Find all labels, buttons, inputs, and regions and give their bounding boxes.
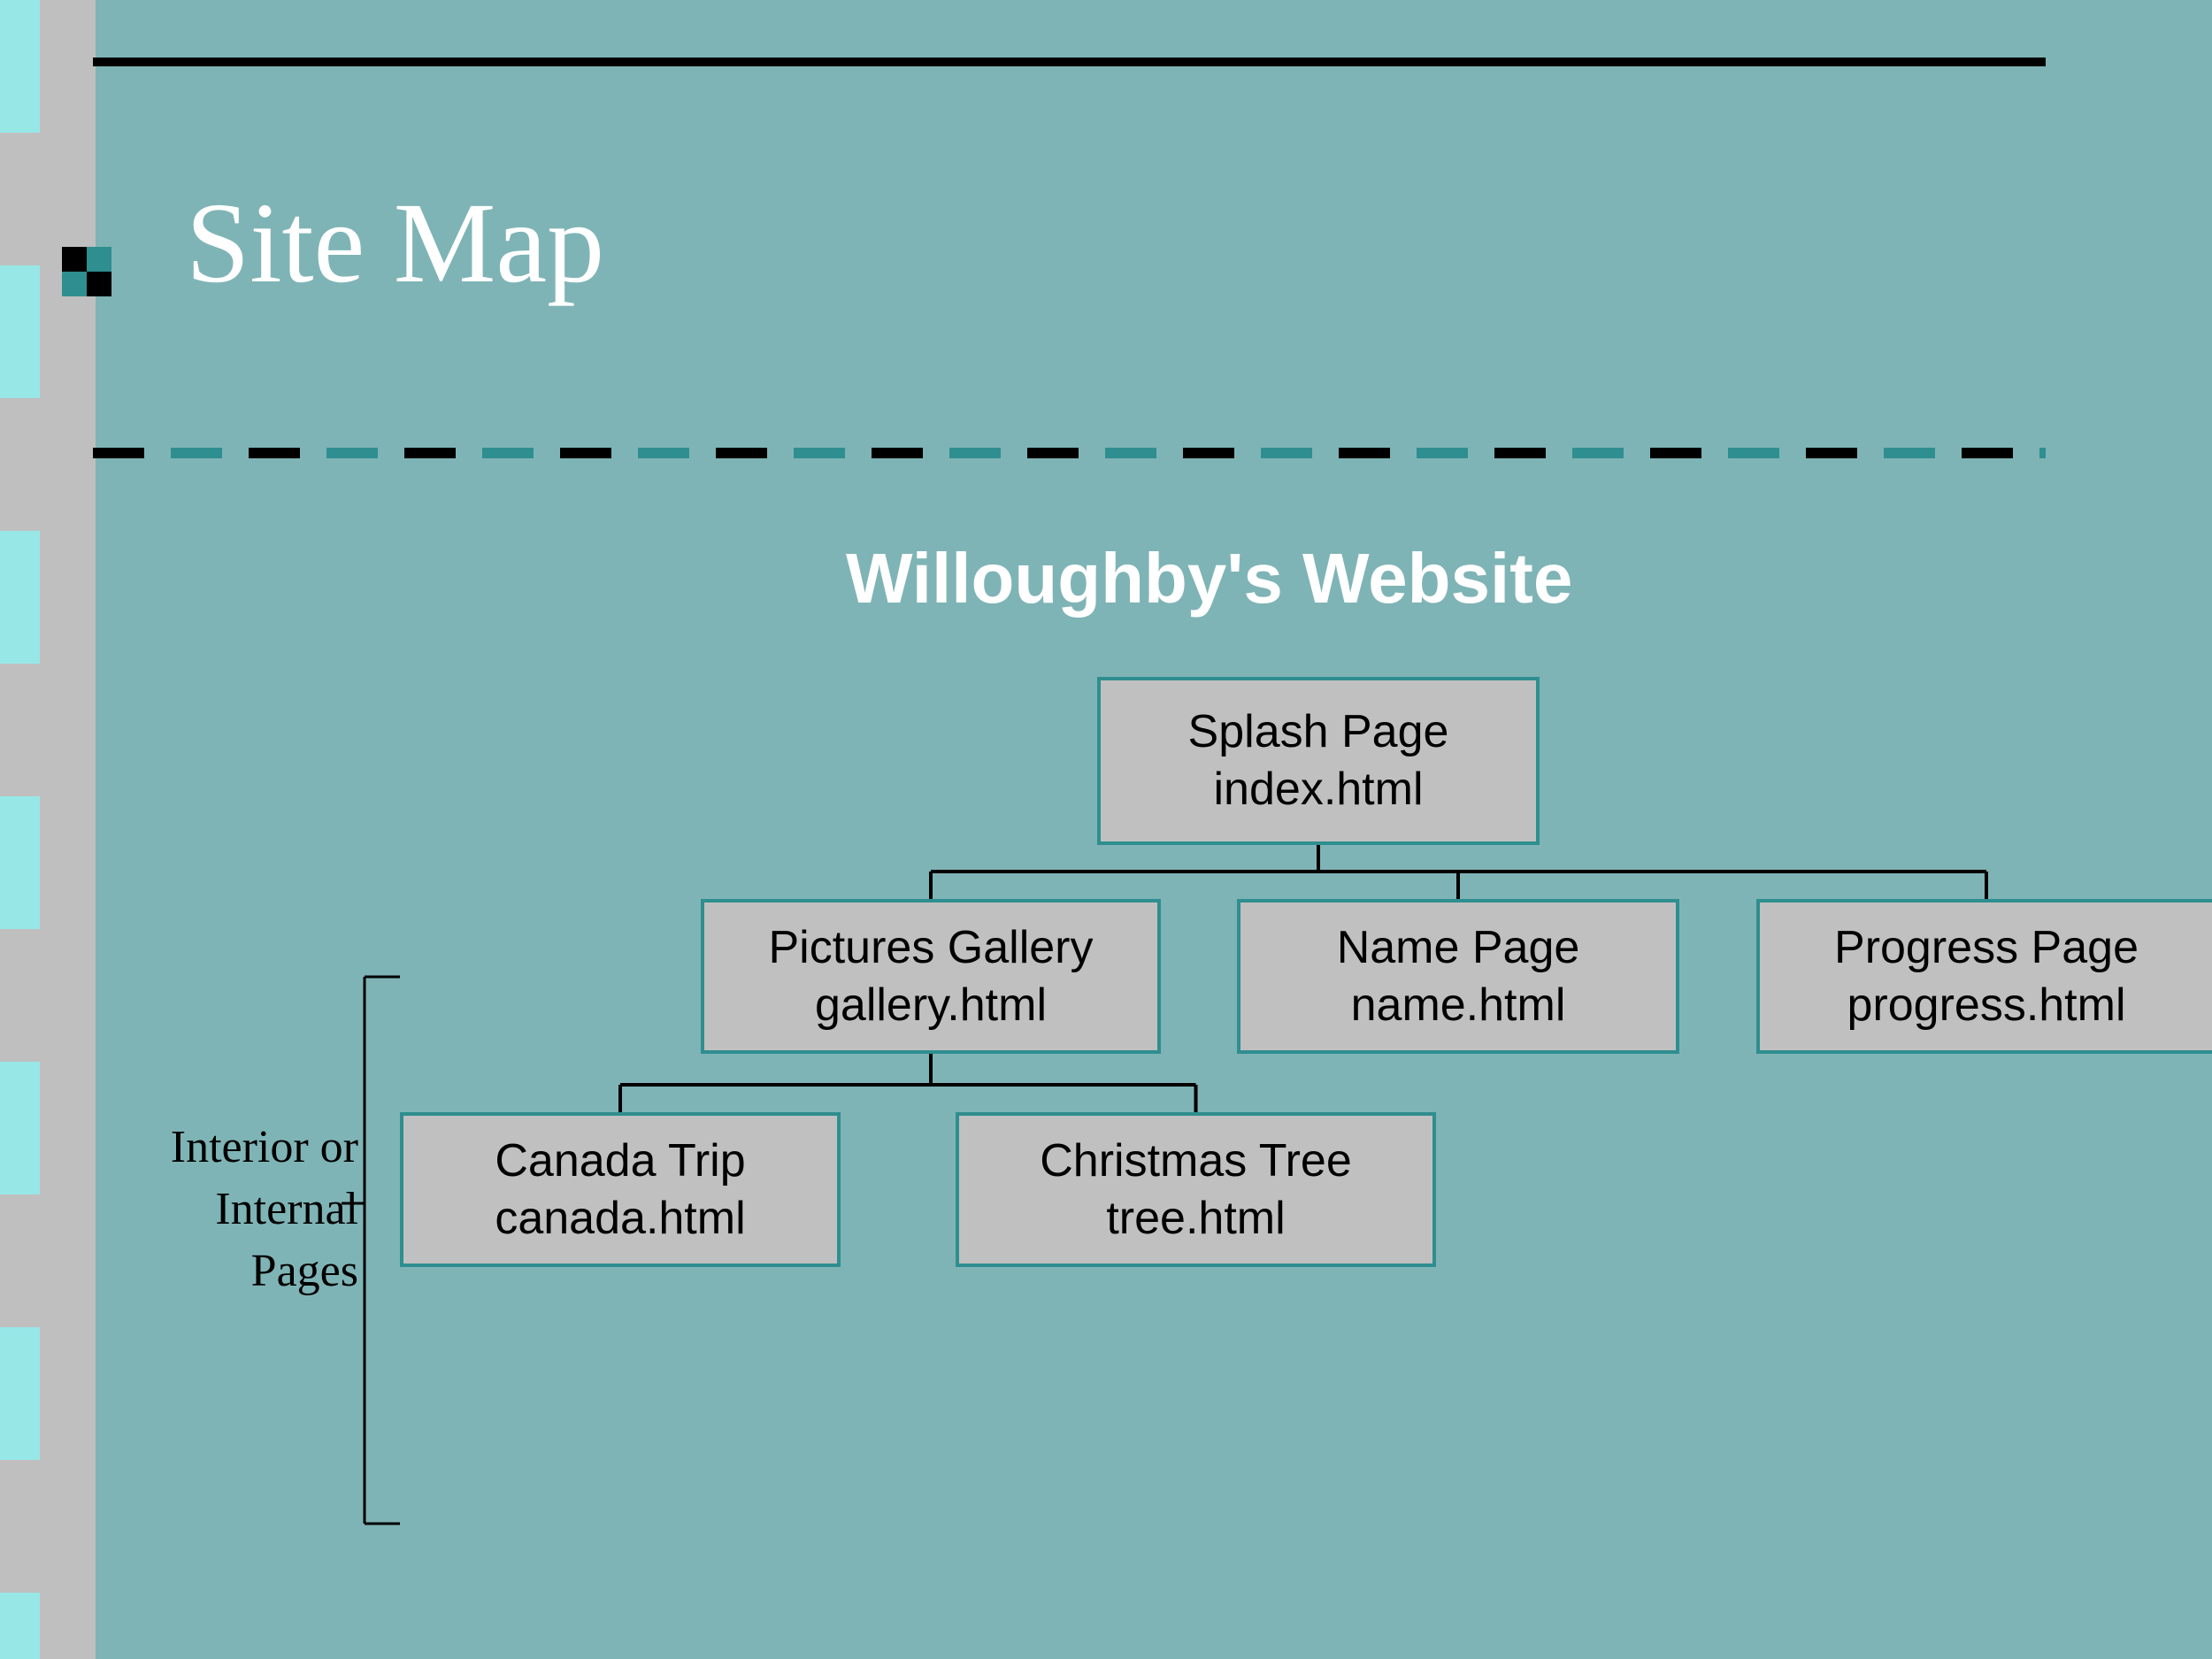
- node-filename: tree.html: [1106, 1190, 1285, 1248]
- sitemap-node-namepage: Name Pagename.html: [1237, 899, 1679, 1054]
- node-title: Name Page: [1337, 919, 1580, 977]
- sitemap-node-tree: Christmas Treetree.html: [956, 1112, 1436, 1267]
- page-title: Site Map: [186, 177, 604, 310]
- sitemap-node-gallery: Pictures Gallerygallery.html: [701, 899, 1161, 1054]
- sitemap-node-splash: Splash Pageindex.html: [1097, 677, 1540, 845]
- node-title: Splash Page: [1188, 703, 1449, 761]
- node-title: Canada Trip: [495, 1133, 745, 1190]
- node-filename: gallery.html: [815, 977, 1047, 1034]
- node-filename: progress.html: [1847, 977, 2126, 1034]
- node-filename: canada.html: [495, 1190, 745, 1248]
- annotation-line: Interior or: [106, 1117, 358, 1179]
- node-filename: index.html: [1214, 761, 1424, 818]
- node-filename: name.html: [1351, 977, 1566, 1034]
- sitemap-node-canada: Canada Tripcanada.html: [400, 1112, 841, 1267]
- node-title: Pictures Gallery: [769, 919, 1094, 977]
- node-title: Christmas Tree: [1040, 1133, 1352, 1190]
- diagram-heading: Willoughby's Website: [846, 538, 1572, 619]
- annotation-line: Pages: [106, 1240, 358, 1302]
- bullet-icon: [62, 247, 111, 296]
- sitemap-node-progress: Progress Pageprogress.html: [1756, 899, 2212, 1054]
- node-title: Progress Page: [1834, 919, 2139, 977]
- annotation-line: Internal: [106, 1179, 358, 1240]
- annotation-label: Interior orInternalPages: [106, 1117, 358, 1303]
